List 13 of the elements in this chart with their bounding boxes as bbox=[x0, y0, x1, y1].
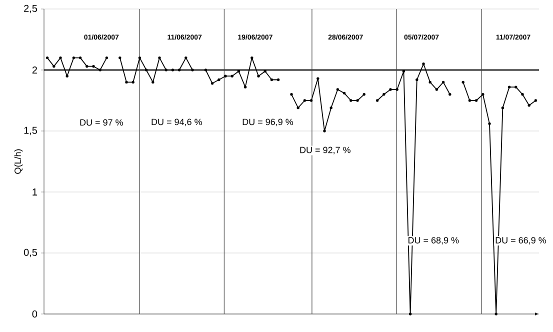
y-axis-title: Q(L/h) bbox=[14, 149, 23, 174]
annotation: DU = 92,7 % bbox=[300, 146, 350, 154]
y-tick-label: 1,5 bbox=[24, 126, 38, 136]
y-tick-label: 0,5 bbox=[24, 248, 38, 258]
y-tick-label: 0 bbox=[32, 310, 38, 318]
y-tick-label: 2,5 bbox=[24, 4, 38, 14]
annotation: DU = 66,9 % bbox=[496, 237, 546, 245]
annotation: DU = 68,9 % bbox=[408, 237, 459, 245]
annotation: DU = 97 % bbox=[80, 119, 123, 126]
annotation: DU = 96,9 % bbox=[242, 118, 294, 126]
annotation: DU = 94,6 % bbox=[152, 118, 202, 126]
y-tick-label: 1 bbox=[32, 188, 37, 196]
y-tick-label: 2 bbox=[32, 66, 37, 74]
